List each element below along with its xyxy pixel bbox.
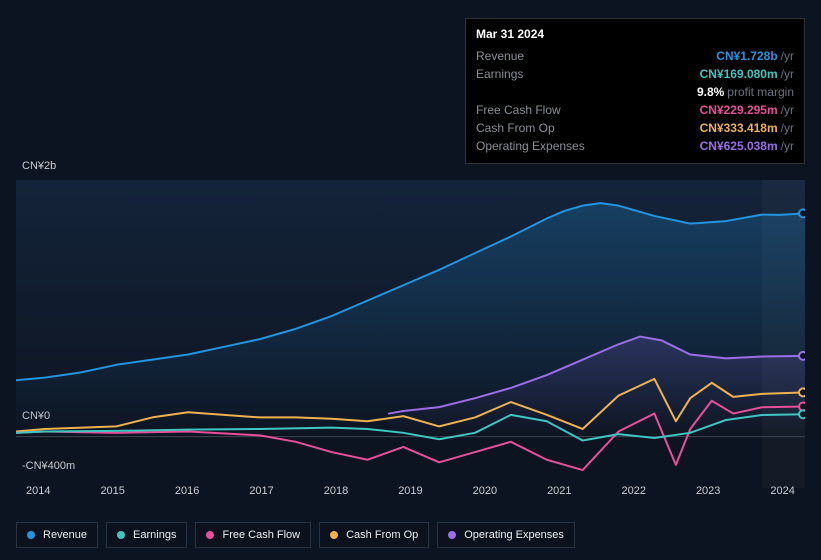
series-end-marker: [799, 388, 805, 396]
series-end-marker: [799, 403, 805, 411]
legend-item[interactable]: Cash From Op: [319, 522, 429, 548]
tooltip-row-value: CN¥229.295m/yr: [700, 101, 794, 119]
x-axis-tick: 2023: [696, 485, 720, 497]
chart-panel: [16, 180, 805, 488]
tooltip-row-value: 9.8%profit margin: [697, 83, 794, 101]
x-axis-tick: 2019: [398, 485, 422, 497]
x-axis-tick: 2017: [249, 485, 273, 497]
legend-item-label: Operating Expenses: [464, 529, 564, 541]
legend-item-label: Earnings: [133, 529, 176, 541]
x-axis-tick: 2014: [26, 485, 50, 497]
legend-item[interactable]: Earnings: [106, 522, 187, 548]
x-axis-tick: 2021: [547, 485, 571, 497]
tooltip-row-value: CN¥333.418m/yr: [700, 119, 794, 137]
tooltip-row-label: Revenue: [476, 47, 524, 65]
tooltip-date: Mar 31 2024: [476, 27, 794, 41]
tooltip-row: Free Cash Flow CN¥229.295m/yr: [476, 101, 794, 119]
x-axis-tick: 2020: [473, 485, 497, 497]
series-end-marker: [799, 352, 805, 360]
tooltip-row-value: CN¥1.728b/yr: [716, 47, 794, 65]
legend-dot-icon: [206, 531, 214, 539]
x-axis-tick: 2018: [324, 485, 348, 497]
tooltip-row: Earnings CN¥169.080m/yr: [476, 65, 794, 83]
tooltip-row-label: Earnings: [476, 65, 523, 83]
legend-dot-icon: [330, 531, 338, 539]
legend-item[interactable]: Operating Expenses: [437, 522, 575, 548]
tooltip-row-label: Operating Expenses: [476, 137, 585, 155]
tooltip-row-value: CN¥169.080m/yr: [700, 65, 794, 83]
legend-dot-icon: [117, 531, 125, 539]
legend-item[interactable]: Free Cash Flow: [195, 522, 311, 548]
series-end-marker: [799, 410, 805, 418]
x-axis-tick: 2016: [175, 485, 199, 497]
x-axis: 2014 2015 2016 2017 2018 2019 2020 2021 2022 2023…: [16, 485, 805, 497]
x-axis-tick: 2024: [770, 485, 794, 497]
legend-dot-icon: [27, 531, 35, 539]
tooltip-row-label: Free Cash Flow: [476, 101, 561, 119]
legend-item-label: Cash From Op: [346, 529, 418, 541]
series-end-marker: [799, 209, 805, 217]
legend-item-label: Revenue: [43, 529, 87, 541]
tooltip-row: Cash From Op CN¥333.418m/yr: [476, 119, 794, 137]
chart-svg: [16, 180, 805, 488]
tooltip-row-label: Cash From Op: [476, 119, 555, 137]
x-axis-tick: 2015: [100, 485, 124, 497]
legend-dot-icon: [448, 531, 456, 539]
chart-tooltip: Mar 31 2024 Revenue CN¥1.728b/yr Earnings C…: [465, 18, 805, 164]
tooltip-row: 9.8%profit margin: [476, 83, 794, 101]
tooltip-row-value: CN¥625.038m/yr: [700, 137, 794, 155]
tooltip-row: Revenue CN¥1.728b/yr: [476, 47, 794, 65]
chart-legend: Revenue Earnings Free Cash Flow Cash From O…: [16, 522, 575, 548]
tooltip-row: Operating Expenses CN¥625.038m/yr: [476, 137, 794, 155]
legend-item[interactable]: Revenue: [16, 522, 98, 548]
y-axis-label: CN¥2b: [22, 160, 56, 172]
x-axis-tick: 2022: [622, 485, 646, 497]
legend-item-label: Free Cash Flow: [222, 529, 300, 541]
